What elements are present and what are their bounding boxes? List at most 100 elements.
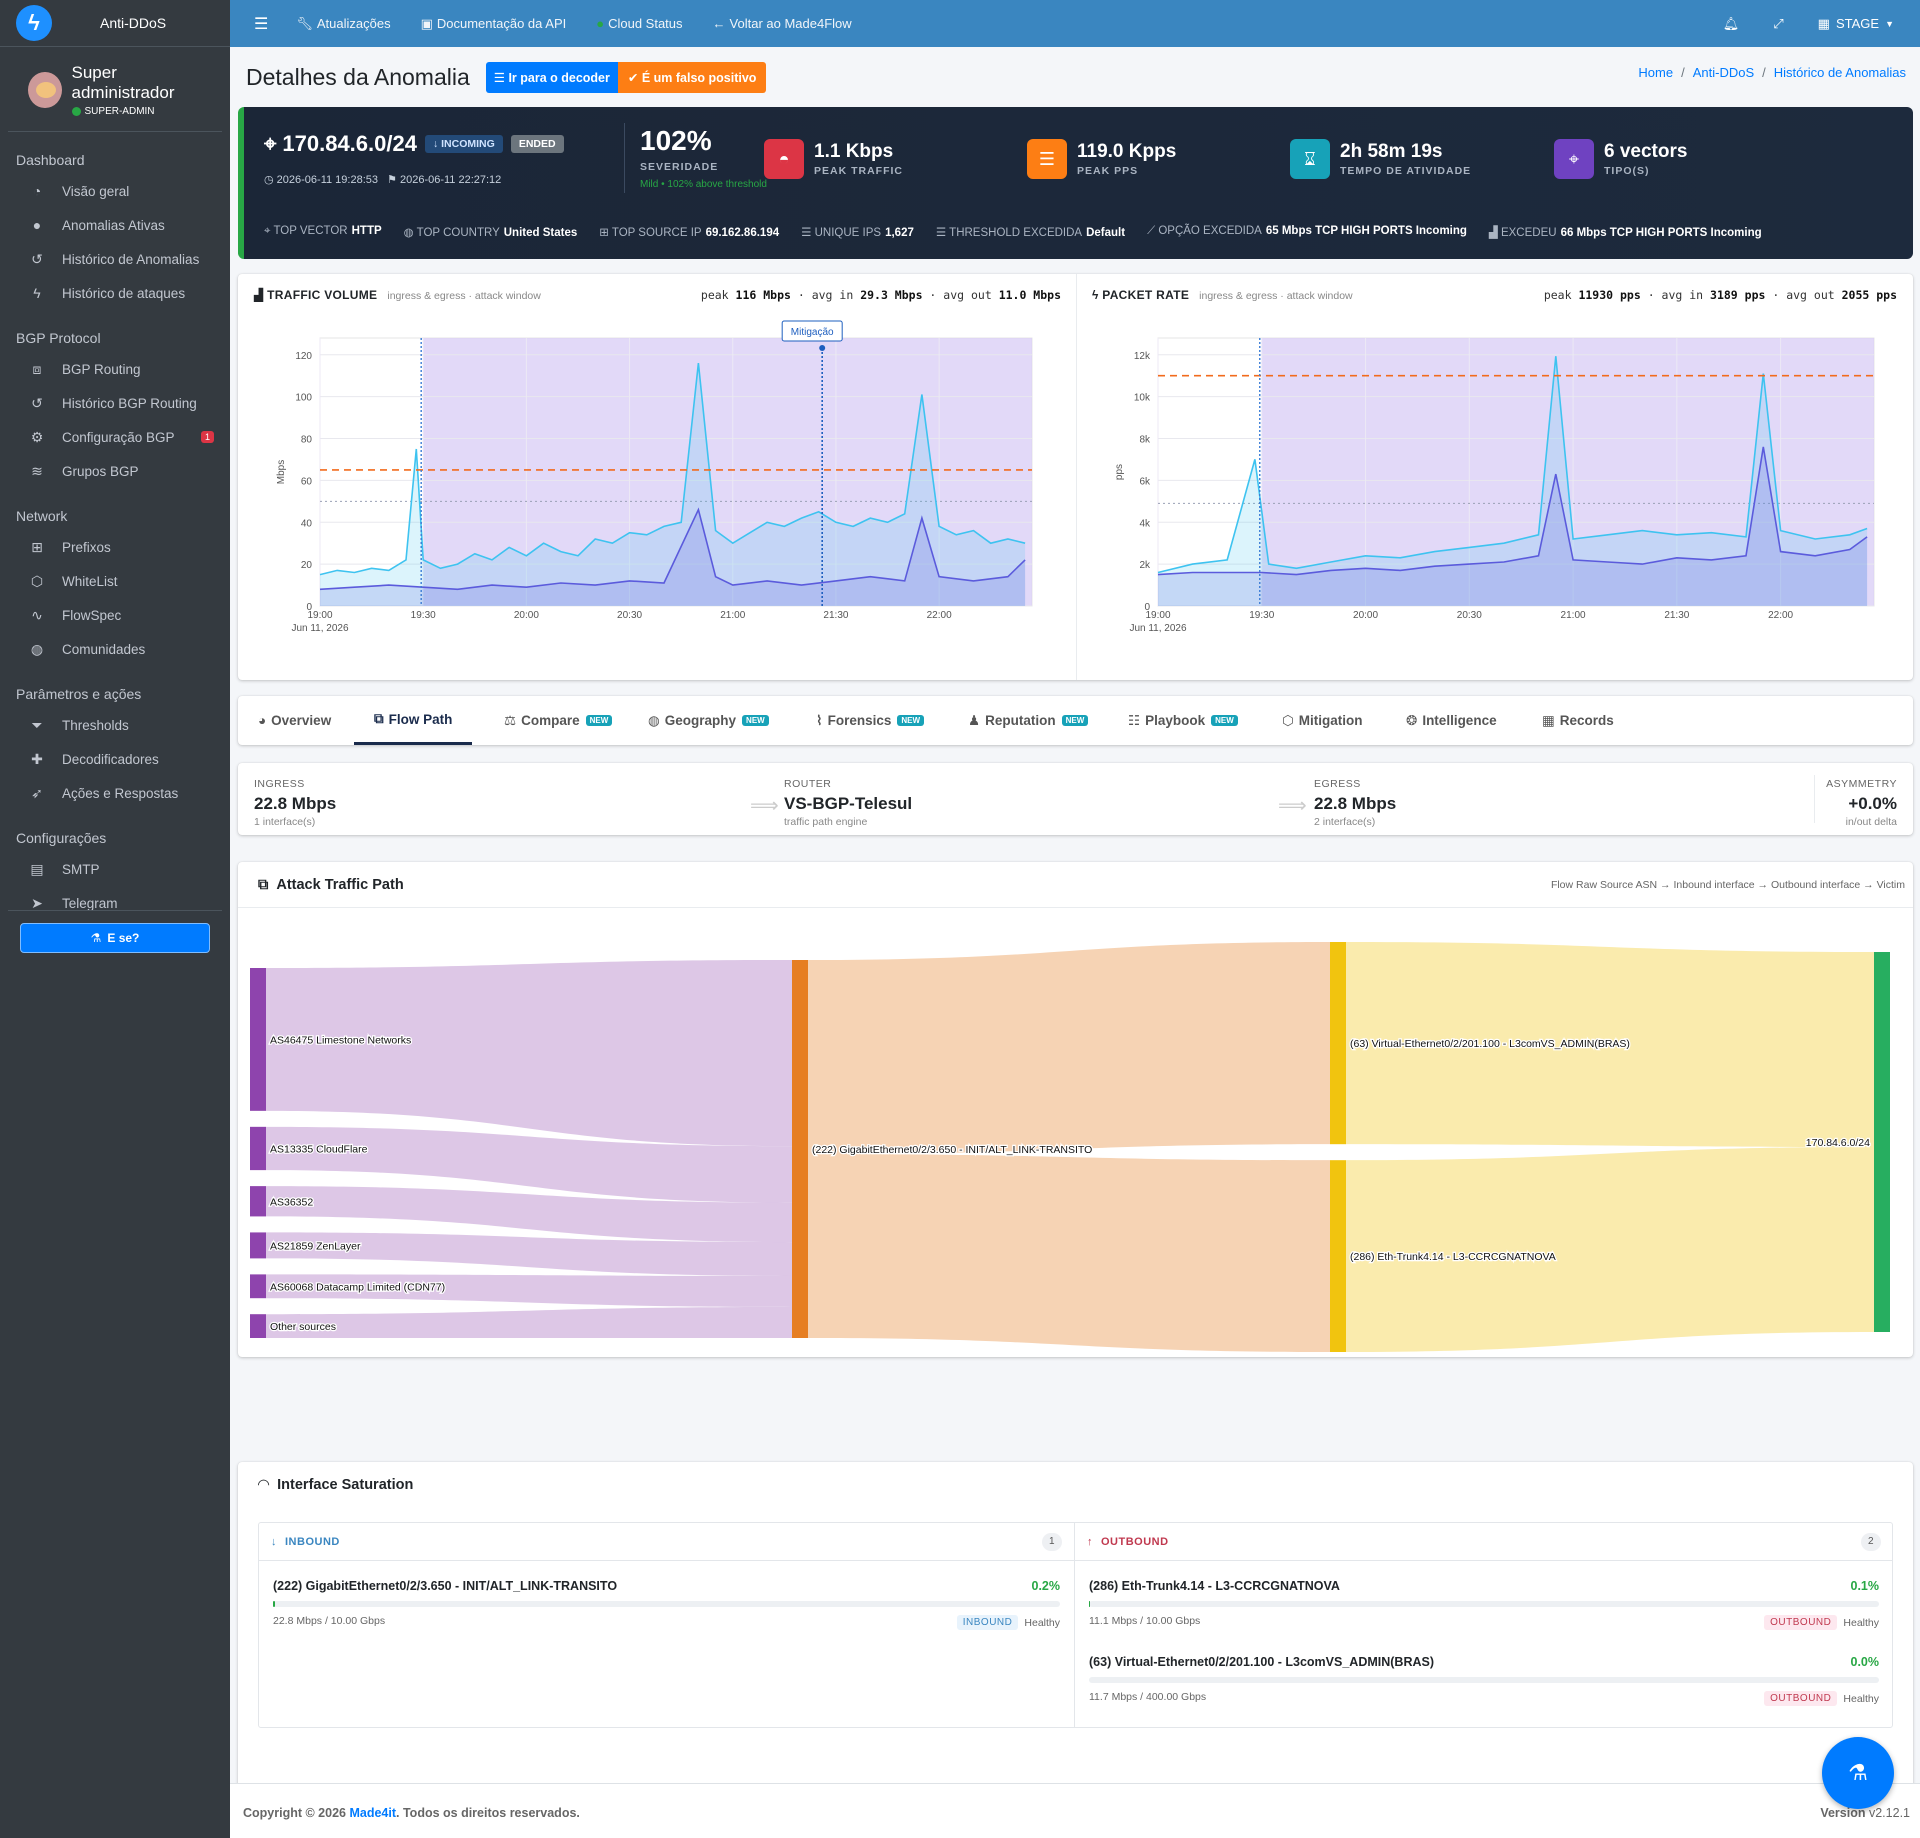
- tab-records[interactable]: ▦ Records: [1542, 696, 1614, 745]
- bell-icon[interactable]: 🔔︎: [1722, 15, 1740, 31]
- sidebar-item-label: Visão geral: [62, 183, 130, 199]
- hamburger-icon[interactable]: ☰: [254, 15, 269, 33]
- sidebar-item-whitelist[interactable]: ⬡ WhiteList: [0, 564, 230, 598]
- detail-label: UNIQUE IPS: [814, 227, 882, 239]
- false-positive-button[interactable]: ✔ É um falso positivo: [617, 61, 767, 93]
- sidebar-item-grupos-bgp[interactable]: ≋ Grupos BGP: [0, 454, 230, 488]
- tab-label: Forensics: [827, 713, 892, 728]
- inbound-header: ↓ INBOUND 1: [259, 1523, 1074, 1561]
- outbound-node[interactable]: [1330, 942, 1346, 1145]
- sidebar-item-configura-o-bgp[interactable]: ⚙ Configuração BGP 1: [0, 420, 230, 454]
- y-axis-label: pps: [1114, 464, 1125, 480]
- sidebar-item-a-es-e-respostas[interactable]: ➶ Ações e Respostas: [0, 776, 230, 810]
- topnav-link-2[interactable]: ● Cloud Status: [596, 16, 682, 32]
- topnav-link-0[interactable]: 🔧︎ Atualizações: [296, 16, 390, 32]
- traffic-volume-chart[interactable]: 0 20 40 60 80 100 120 19:00 19:30 20:00 20:30 21:00…: [238, 314, 1076, 674]
- direction-tag: INBOUND: [956, 1615, 1019, 1630]
- direction-tag: OUTBOUND: [1764, 1691, 1838, 1706]
- series-in-line: [319, 363, 1026, 576]
- packet-rate-chart[interactable]: 0 2k 4k 6k 8k 10k 12k 19:00 19:30 20:00 20:30 21:00…: [1076, 314, 1913, 674]
- sankey-diagram[interactable]: AS46475 Limestone Networks AS13335 CloudF…: [238, 908, 1913, 1357]
- breadcrumb-home[interactable]: Home: [1638, 65, 1674, 80]
- building-icon: ▦: [1817, 15, 1830, 31]
- sidebar-item-flowspec[interactable]: ∿ FlowSpec: [0, 598, 230, 632]
- sidebar-item-anomalias-ativas[interactable]: ● Anomalias Ativas: [0, 208, 230, 242]
- kpi-peak-traffic: ◓ 1.1 Kbps PEAK TRAFFIC: [764, 139, 903, 179]
- sidebar-item-hist-rico-bgp-routing[interactable]: ↺ Histórico BGP Routing: [0, 386, 230, 420]
- flow-link-source: [266, 1306, 792, 1338]
- anomaly-summary: ⌖ 170.84.6.0/24 ↓ INCOMING ENDED ◷ 2026-…: [238, 107, 1913, 259]
- source-node[interactable]: [250, 1126, 266, 1171]
- sidebar-item-smtp[interactable]: ▤ SMTP: [0, 852, 230, 886]
- fullscreen-icon[interactable]: ⤢: [1773, 15, 1784, 31]
- detail-label: TOP SOURCE IP: [611, 227, 702, 239]
- status-dot-icon: ●: [596, 16, 605, 31]
- tab-compare[interactable]: ⚖ Compare NEW: [504, 696, 613, 745]
- tab-playbook[interactable]: ☷ Playbook NEW: [1128, 696, 1238, 745]
- asymmetry-sub: in/out delta: [1845, 816, 1897, 828]
- interface-status: INBOUND Healthy: [956, 1615, 1060, 1630]
- y-tick-label: 40: [301, 518, 313, 529]
- source-node[interactable]: [250, 1314, 266, 1338]
- sidebar-item-label: Decodificadores: [62, 751, 159, 767]
- tab-forensics[interactable]: ⌇ Forensics NEW: [816, 696, 925, 745]
- notification-badge: 1: [200, 431, 214, 443]
- inbound-interface-row[interactable]: (222) GigabitEthernet0/2/3.650 - INIT/AL…: [273, 1579, 1060, 1631]
- sidebar-item-bgp-routing[interactable]: ⧈ BGP Routing: [0, 352, 230, 386]
- outbound-interface-row[interactable]: (286) Eth-Trunk4.14 - L3-CCRCGNATNOVA 0.1…: [1089, 1579, 1879, 1631]
- sidebar-item-comunidades[interactable]: ◍ Comunidades: [0, 632, 230, 666]
- history-icon: ↺: [31, 250, 43, 267]
- victim-node[interactable]: [1874, 952, 1890, 1332]
- topnav-link-label: Documentação da API: [436, 16, 567, 31]
- tab-intelligence[interactable]: ❂ Intelligence: [1406, 696, 1497, 745]
- breadcrumb-antiddos[interactable]: Anti-DDoS: [1692, 65, 1755, 80]
- history-icon: ↺: [31, 394, 43, 411]
- outbound-interface-row[interactable]: (63) Virtual-Ethernet0/2/201.100 - L3com…: [1089, 1655, 1879, 1707]
- false-positive-label: É um falso positivo: [641, 70, 757, 85]
- whatif-label: E se?: [107, 931, 140, 945]
- source-node[interactable]: [250, 968, 266, 1111]
- tab-overview[interactable]: ◕ Overview: [258, 696, 331, 745]
- sidebar-item-prefixos[interactable]: ⊞ Prefixos: [0, 530, 230, 564]
- gauge-icon: ◔: [32, 183, 42, 199]
- sidebar-item-telegram[interactable]: ➤ Telegram: [0, 886, 230, 920]
- anomaly-times: ◷ 2026-06-11 19:28:53 ⚑ 2026-06-11 22:27…: [264, 173, 501, 186]
- tab-reputation[interactable]: ♟ Reputation NEW: [968, 696, 1089, 745]
- tab-flow-path[interactable]: ⧉ Flow Path: [354, 696, 473, 745]
- inbound-node[interactable]: [792, 960, 808, 1338]
- outbound-header: ↑ OUTBOUND 2: [1075, 1523, 1893, 1561]
- whatif-fab[interactable]: ⚗: [1822, 1737, 1894, 1809]
- source-node[interactable]: [250, 1274, 266, 1299]
- traffic-avg-out: 11.0 Mbps: [998, 288, 1061, 302]
- packet-avg-out: 2055 pps: [1841, 288, 1897, 302]
- gear-icon: ⚙: [30, 428, 44, 445]
- user-panel[interactable]: Super administrador SUPER-ADMIN: [8, 47, 222, 132]
- flask-icon: ⚗: [90, 931, 102, 945]
- y-tick-label: 12k: [1134, 351, 1151, 362]
- sidebar-item-thresholds[interactable]: ⏷ Thresholds: [0, 708, 230, 742]
- clock-icon: ◷: [264, 174, 277, 186]
- source-node[interactable]: [250, 1186, 266, 1217]
- breadcrumb-historico[interactable]: Histórico de Anomalias: [1773, 65, 1906, 80]
- whatif-button[interactable]: ⚗ E se?: [20, 923, 210, 953]
- topnav-link-3[interactable]: ← Voltar ao Made4Flow: [713, 16, 852, 32]
- asymmetry-value: +0.0%: [1848, 794, 1897, 813]
- brand[interactable]: ϟ Anti-DDoS: [0, 0, 230, 47]
- outbound-node[interactable]: [1330, 1160, 1346, 1352]
- tab-geography[interactable]: ◍ Geography NEW: [648, 696, 769, 745]
- sidebar-item-decodificadores[interactable]: ✚ Decodificadores: [0, 742, 230, 776]
- env-selector[interactable]: ▦ STAGE ▼: [1818, 16, 1894, 32]
- topnav-link-1[interactable]: ▣ Documentação da API: [421, 16, 567, 32]
- sidebar-item-hist-rico-de-anomalias[interactable]: ↺ Histórico de Anomalias: [0, 242, 230, 276]
- sitemap-icon: ⊞: [31, 538, 43, 555]
- company-link[interactable]: Made4it: [349, 1806, 397, 1820]
- sidebar-item-vis-o-geral[interactable]: ◔ Visão geral: [0, 174, 230, 208]
- prefix-value: 170.84.6.0/24: [282, 131, 417, 156]
- doc-icon: ▣: [420, 15, 433, 31]
- flow-link-source: [266, 1232, 792, 1276]
- decoder-button[interactable]: ☰ Ir para o decoder: [485, 61, 618, 93]
- detail-label: THRESHOLD EXCEDIDA: [949, 227, 1083, 239]
- sidebar-item-hist-rico-de-ataques[interactable]: ϟ Histórico de ataques: [0, 276, 230, 310]
- tab-mitigation[interactable]: ⬡ Mitigation: [1282, 696, 1363, 745]
- source-node[interactable]: [250, 1232, 266, 1259]
